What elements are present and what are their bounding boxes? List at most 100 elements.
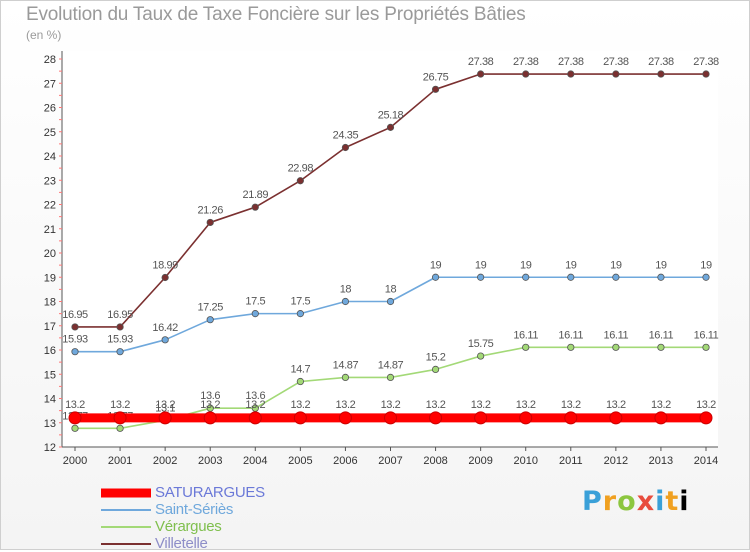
data-label: 13.2 xyxy=(155,399,175,411)
data-point xyxy=(158,411,172,425)
data-label: 16.95 xyxy=(107,309,133,321)
y-tick-label: 27 xyxy=(44,78,56,90)
data-point xyxy=(522,343,530,351)
data-label: 19 xyxy=(430,259,442,271)
data-point xyxy=(206,218,214,227)
data-label: 19 xyxy=(520,259,532,271)
data-label: 16.11 xyxy=(694,329,719,341)
data-point xyxy=(251,310,259,318)
data-label: 19 xyxy=(610,259,622,271)
chart-subtitle: (en %) xyxy=(26,28,62,42)
y-tick-label: 21 xyxy=(44,224,56,236)
legend-label: SATURARGUES xyxy=(155,484,265,501)
data-point xyxy=(116,424,124,432)
data-label: 17.5 xyxy=(245,296,265,308)
legend-item-saint-series: Saint-Sériès xyxy=(100,501,400,518)
data-point xyxy=(564,411,578,425)
data-label: 14.7 xyxy=(290,364,310,376)
data-label: 13.2 xyxy=(426,399,446,411)
data-label: 13.2 xyxy=(651,399,671,411)
data-point xyxy=(657,343,665,351)
data-point xyxy=(519,411,533,425)
data-point xyxy=(477,352,485,360)
data-label: 27.38 xyxy=(648,56,674,68)
data-label: 18 xyxy=(385,284,397,296)
data-point xyxy=(474,411,488,425)
data-label: 16.95 xyxy=(62,309,88,321)
y-tick-label: 15 xyxy=(44,369,56,381)
legend-label: Vérargues xyxy=(155,518,222,535)
data-point xyxy=(296,310,304,318)
data-label: 13.2 xyxy=(110,399,130,411)
data-point xyxy=(251,203,259,211)
data-point xyxy=(612,70,620,78)
data-label: 13.2 xyxy=(561,399,581,411)
data-label: 13.2 xyxy=(606,399,626,411)
legend-swatch xyxy=(100,539,152,549)
x-tick-label: 2005 xyxy=(288,455,312,467)
data-label: 21.89 xyxy=(243,189,269,201)
data-label: 13.2 xyxy=(696,399,716,411)
x-tick-label: 2011 xyxy=(559,455,583,467)
legend: SATURARGUES Saint-Sériès Vérargues Ville… xyxy=(100,484,400,552)
chart-title: Evolution du Taux de Taxe Foncière sur l… xyxy=(26,4,526,25)
data-label: 21.26 xyxy=(197,204,223,216)
y-tick-label: 13 xyxy=(44,418,56,430)
data-label: 22.98 xyxy=(288,163,314,175)
data-label: 25.18 xyxy=(378,109,404,121)
data-label: 13.2 xyxy=(516,399,536,411)
x-tick-label: 2007 xyxy=(378,455,402,467)
x-tick-label: 2000 xyxy=(63,455,87,467)
x-tick-label: 2004 xyxy=(243,455,267,467)
data-label: 17.5 xyxy=(290,296,310,308)
x-tick-label: 2012 xyxy=(604,455,628,467)
legend-swatch xyxy=(100,522,152,532)
data-point xyxy=(612,273,620,281)
data-point xyxy=(203,411,217,425)
data-label: 13.2 xyxy=(336,399,356,411)
data-point xyxy=(431,273,440,281)
data-point xyxy=(609,411,623,425)
data-point xyxy=(116,348,124,356)
y-tick-label: 22 xyxy=(44,200,56,212)
data-point xyxy=(386,373,395,382)
data-point xyxy=(477,70,485,78)
plot-area xyxy=(62,51,718,447)
legend-item-villetelle: Villetelle xyxy=(100,535,400,552)
legend-swatch xyxy=(100,488,152,498)
x-tick-label: 2001 xyxy=(108,455,132,467)
data-point xyxy=(206,316,214,324)
x-tick-label: 2003 xyxy=(198,455,222,467)
x-tick-label: 2010 xyxy=(513,455,537,467)
y-tick-label: 24 xyxy=(44,151,56,163)
data-label: 19 xyxy=(475,259,487,271)
data-label: 16.42 xyxy=(152,322,178,334)
legend-label: Saint-Sériès xyxy=(155,501,234,518)
data-point xyxy=(522,273,530,281)
y-tick-label: 14 xyxy=(44,394,56,406)
data-label: 13.6 xyxy=(245,390,265,402)
x-tick-label: 2002 xyxy=(153,455,177,467)
data-point xyxy=(477,273,485,281)
data-label: 15.93 xyxy=(62,334,88,346)
data-point xyxy=(384,411,397,425)
data-point xyxy=(341,373,350,382)
data-label: 13.2 xyxy=(245,399,265,411)
data-label: 27.38 xyxy=(558,56,584,68)
legend-swatch xyxy=(100,505,152,515)
x-tick-label: 2013 xyxy=(649,455,673,467)
y-tick-label: 19 xyxy=(44,272,56,284)
data-point xyxy=(161,336,169,344)
data-label: 18.99 xyxy=(152,259,178,271)
data-label: 16.11 xyxy=(603,329,628,341)
data-label: 15.93 xyxy=(107,334,133,346)
data-label: 13.2 xyxy=(65,399,85,411)
data-label: 13.6 xyxy=(200,390,220,402)
x-tick-label: 2014 xyxy=(694,455,718,467)
data-point xyxy=(113,411,127,425)
data-label: 19 xyxy=(565,259,577,271)
data-point xyxy=(657,70,665,78)
data-label: 19 xyxy=(700,259,712,271)
data-label: 15.2 xyxy=(426,351,446,363)
data-label: 27.38 xyxy=(693,56,719,68)
